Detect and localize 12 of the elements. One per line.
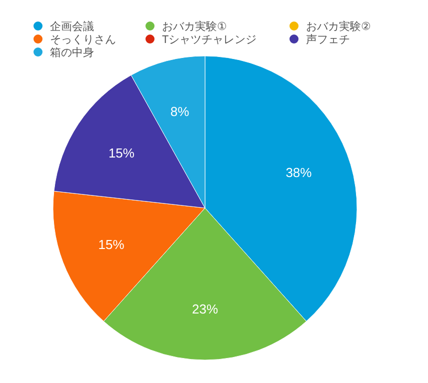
legend-label: 箱の中身	[50, 46, 94, 59]
legend-label: そっくりさん	[50, 34, 116, 46]
legend-label: Tシャツチャレンジ	[162, 34, 257, 46]
data-label: 23%	[192, 301, 218, 316]
data-label: 15%	[98, 236, 125, 252]
data-label: 38%	[286, 165, 312, 180]
legend-label: 企画会議	[50, 20, 94, 33]
legend-label: 声フェチ	[306, 33, 350, 46]
legend-label: おバカ実験②	[306, 20, 371, 33]
data-label: 8%	[170, 104, 190, 119]
legend-label: おバカ実験①	[162, 20, 227, 33]
data-label: 15%	[108, 145, 135, 160]
